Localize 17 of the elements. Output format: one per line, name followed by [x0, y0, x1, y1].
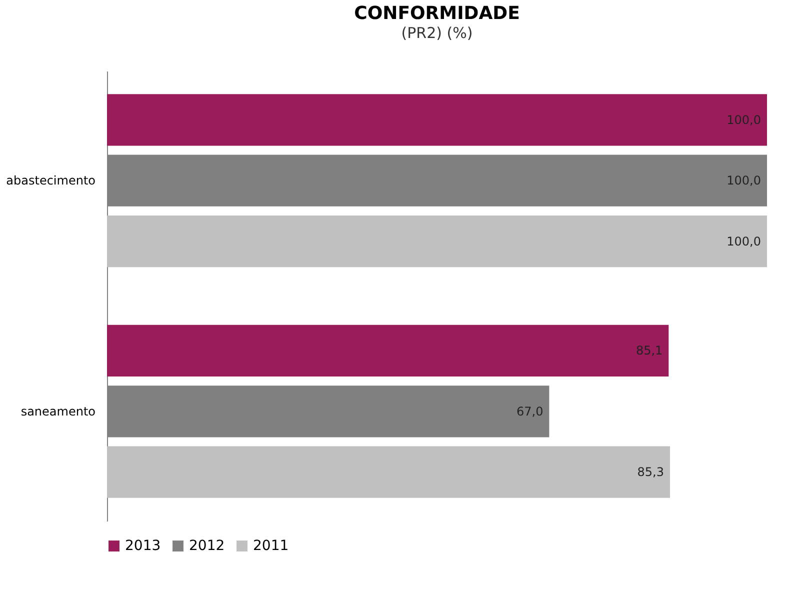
legend-label: 2011 [253, 538, 289, 554]
data-label: 100,0 [726, 234, 761, 248]
legend-label: 2012 [189, 538, 225, 554]
y-tick-label: abastecimento [6, 174, 96, 188]
legend-label: 2013 [125, 538, 161, 554]
bar [107, 446, 670, 498]
bar [107, 94, 767, 146]
y-tick-label: saneamento [20, 404, 96, 418]
chart-subtitle: (PR2) (%) [401, 24, 473, 42]
data-label: 85,3 [637, 465, 664, 480]
chart-title: CONFORMIDADE [354, 3, 520, 24]
data-label: 100,0 [726, 112, 761, 127]
data-label: 85,1 [636, 344, 663, 358]
data-label: 100,0 [726, 174, 761, 188]
data-label: 67,0 [516, 404, 544, 418]
bar [107, 324, 669, 376]
bar [107, 216, 767, 268]
